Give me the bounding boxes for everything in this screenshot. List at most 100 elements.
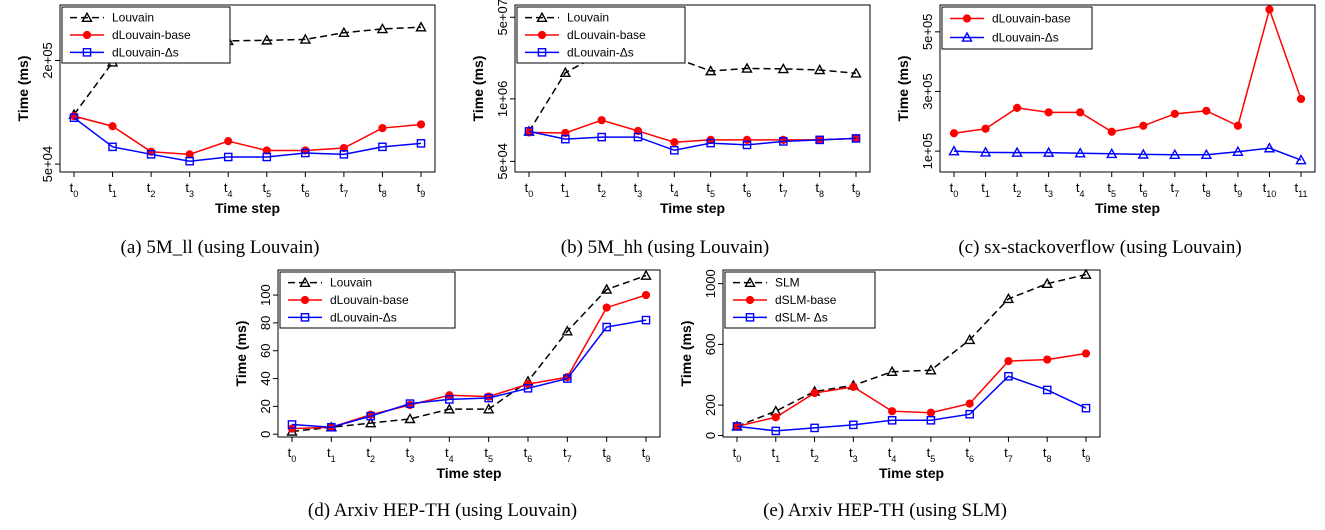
data-point bbox=[563, 374, 572, 383]
legend-marker bbox=[82, 48, 92, 57]
y-tick-label: 3e+05 bbox=[920, 73, 935, 110]
data-point bbox=[948, 145, 960, 156]
x-axis-label: Time step bbox=[660, 200, 725, 216]
data-point bbox=[849, 420, 858, 430]
data-point bbox=[886, 365, 898, 377]
legend: dLouvain-base dLouvain-Δs bbox=[941, 6, 1093, 50]
data-point bbox=[1202, 106, 1211, 115]
x-tick-label: t9 bbox=[852, 180, 861, 199]
data-point bbox=[559, 66, 572, 78]
data-point bbox=[979, 146, 992, 157]
data-point bbox=[1081, 349, 1091, 358]
data-point bbox=[602, 322, 611, 332]
chart-a: 5e+04 2e+05 t0 t1 t2 t3 t4 t5 t6 t7 t8 t9 Time step T… bbox=[15, 4, 436, 216]
data-point bbox=[633, 132, 643, 142]
data-point bbox=[108, 142, 117, 152]
caption-a: (a) 5M_ll (using Louvain) bbox=[120, 237, 320, 258]
series-1 bbox=[948, 142, 1307, 165]
data-point bbox=[146, 150, 156, 159]
data-point bbox=[404, 412, 416, 424]
legend-label: dLouvain-base bbox=[567, 28, 646, 42]
x-tick-label: t5 bbox=[1107, 180, 1116, 199]
x-tick-label: t6 bbox=[524, 445, 533, 464]
legend-marker bbox=[961, 31, 973, 42]
series-2 bbox=[524, 127, 861, 155]
legend-marker bbox=[537, 30, 547, 40]
y-axis-label: Time (ms) bbox=[15, 56, 31, 122]
data-point bbox=[327, 422, 336, 432]
data-point bbox=[949, 129, 959, 138]
panel-e: 0 200 600 1000 t0 t1 t2 t3 t4 t5 t6 t7 t8 t9 Time step… bbox=[665, 265, 1105, 493]
x-tick-label: t9 bbox=[642, 445, 651, 464]
data-point bbox=[925, 364, 937, 375]
x-tick-label: t6 bbox=[1139, 180, 1148, 199]
data-point bbox=[376, 22, 389, 34]
data-point bbox=[1265, 5, 1274, 14]
legend-label: Louvain bbox=[567, 11, 609, 25]
data-point bbox=[1044, 108, 1053, 117]
data-point bbox=[416, 120, 426, 129]
x-tick-label: t2 bbox=[147, 180, 156, 199]
data-point bbox=[405, 399, 415, 408]
x-tick-label: t3 bbox=[406, 445, 415, 464]
x-tick-label: t0 bbox=[288, 445, 297, 464]
data-point bbox=[926, 415, 936, 425]
data-point bbox=[888, 407, 897, 416]
data-point bbox=[1074, 147, 1086, 158]
data-point bbox=[597, 132, 606, 142]
data-point bbox=[378, 123, 387, 133]
legend-label: dLouvain-Δs bbox=[992, 31, 1059, 45]
legend-marker bbox=[962, 14, 972, 23]
data-point bbox=[633, 126, 643, 136]
data-point bbox=[339, 150, 349, 159]
data-point bbox=[1137, 148, 1149, 159]
data-point bbox=[1232, 145, 1244, 157]
x-tick-label: t2 bbox=[810, 445, 819, 464]
data-point bbox=[1170, 109, 1179, 118]
x-tick-label: t9 bbox=[1082, 445, 1091, 464]
data-point bbox=[561, 325, 574, 336]
x-tick-label: t7 bbox=[779, 180, 788, 199]
data-point bbox=[851, 134, 861, 143]
x-tick-label: t1 bbox=[771, 445, 780, 464]
data-point bbox=[742, 140, 752, 150]
data-point bbox=[1106, 147, 1118, 159]
data-point bbox=[641, 290, 651, 300]
data-point bbox=[1107, 127, 1116, 136]
data-point bbox=[561, 134, 570, 144]
data-point bbox=[641, 315, 651, 325]
x-tick-label: t10 bbox=[1263, 180, 1277, 199]
legend-marker bbox=[745, 313, 755, 322]
data-point bbox=[1012, 103, 1022, 112]
plot-frame bbox=[514, 4, 871, 173]
panel-b: 5e+04 1e+06 5e+07 t0 t1 t2 t3 t4 t5 t6 t7 t8 t9 Time … bbox=[455, 0, 875, 228]
x-tick-label: t11 bbox=[1295, 180, 1308, 199]
data-point bbox=[523, 383, 533, 393]
data-point bbox=[378, 142, 387, 152]
x-tick-label: t5 bbox=[484, 445, 493, 464]
series-1 bbox=[732, 349, 1091, 431]
data-point bbox=[850, 67, 862, 78]
panel-d: 0 20 40 60 80 100 t0 t1 t2 t3 t4 t5 t6 t7 t8 t9 Time ste… bbox=[220, 265, 665, 493]
x-tick-label: t0 bbox=[733, 445, 742, 464]
x-tick-label: t4 bbox=[888, 445, 897, 464]
data-point bbox=[338, 26, 350, 37]
data-point bbox=[524, 127, 534, 136]
data-point bbox=[732, 422, 742, 431]
data-point bbox=[1004, 356, 1013, 366]
data-point bbox=[887, 415, 897, 425]
x-tick-label: t5 bbox=[927, 445, 936, 464]
caption-b: (b) 5M_hh (using Louvain) bbox=[560, 237, 770, 258]
data-point bbox=[963, 333, 976, 345]
data-point bbox=[597, 116, 606, 125]
x-tick-label: t1 bbox=[561, 180, 570, 199]
legend-label: dLouvain-Δs bbox=[112, 45, 179, 59]
x-tick-label: t2 bbox=[1013, 180, 1022, 199]
series-line bbox=[291, 274, 647, 433]
x-tick-label: t4 bbox=[445, 445, 454, 464]
legend-marker bbox=[744, 276, 756, 287]
data-point bbox=[1076, 108, 1085, 117]
data-point bbox=[926, 408, 935, 417]
data-point bbox=[1081, 403, 1091, 413]
data-point bbox=[224, 137, 233, 146]
